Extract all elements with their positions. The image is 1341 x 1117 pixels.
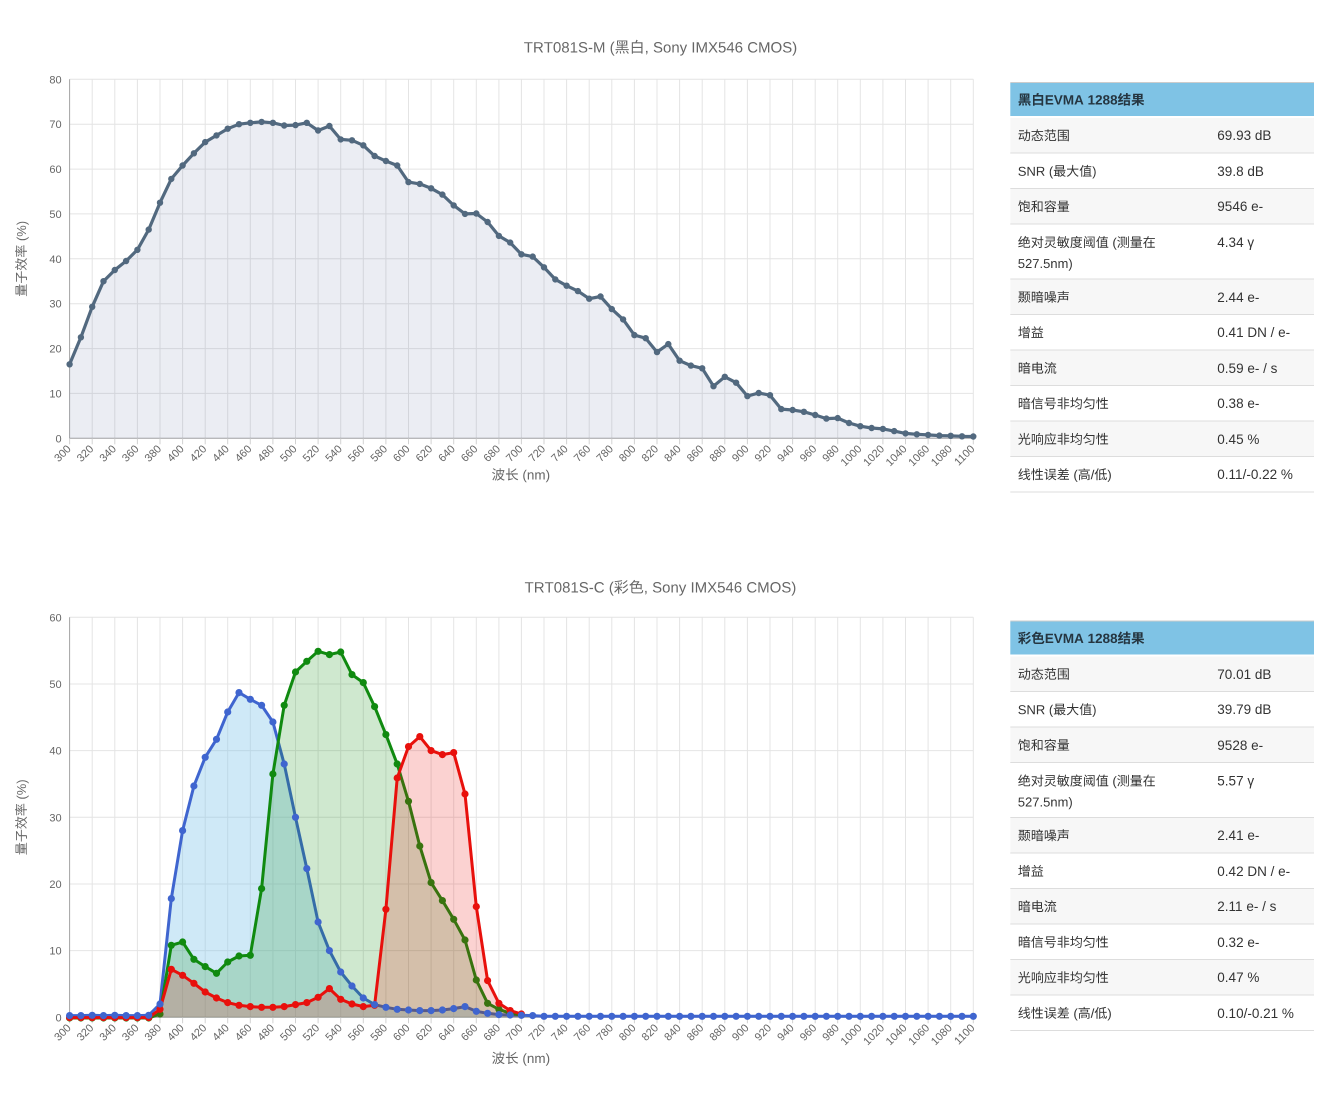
svg-text:50: 50 [49,679,61,691]
svg-text:9546 e-: 9546 e- [1217,199,1263,214]
svg-text:70: 70 [49,119,61,131]
svg-text:2.41 e-: 2.41 e- [1217,828,1259,843]
svg-text:0.11/-0.22 %: 0.11/-0.22 % [1217,467,1293,482]
svg-text:2.11 e- / s: 2.11 e- / s [1217,899,1276,914]
svg-text:30: 30 [49,299,61,311]
svg-text:69.93 dB: 69.93 dB [1217,128,1271,143]
svg-text:0: 0 [55,433,61,445]
svg-text:0.59 e- / s: 0.59 e- / s [1217,361,1277,376]
svg-text:10: 10 [49,388,61,400]
svg-text:40: 40 [49,746,61,758]
svg-text:30: 30 [49,812,61,824]
svg-text:20: 20 [49,879,61,891]
svg-text:9528 e-: 9528 e- [1217,738,1263,753]
svg-text:5.57 γ: 5.57 γ [1217,774,1254,789]
svg-text:4.34 γ: 4.34 γ [1217,235,1254,250]
svg-text:39.8 dB: 39.8 dB [1217,164,1264,179]
svg-text:40: 40 [49,254,61,266]
svg-text:20: 20 [49,344,61,356]
svg-text:70.01 dB: 70.01 dB [1217,667,1271,682]
svg-text:2.44 e-: 2.44 e- [1217,290,1259,305]
svg-text:10: 10 [49,946,61,958]
svg-text:0.41 DN / e-: 0.41 DN / e- [1217,325,1290,340]
svg-text:39.79 dB: 39.79 dB [1217,702,1271,717]
svg-text:50: 50 [49,209,61,221]
svg-text:0.38 e-: 0.38 e- [1217,396,1259,411]
svg-text:80: 80 [49,74,61,86]
svg-text:0.47 %: 0.47 % [1217,970,1259,985]
svg-text:60: 60 [49,164,61,176]
svg-text:0.45 %: 0.45 % [1217,432,1259,447]
svg-text:0.32 e-: 0.32 e- [1217,935,1259,950]
svg-text:0.42 DN / e-: 0.42 DN / e- [1217,864,1290,879]
svg-text:0.10/-0.21 %: 0.10/-0.21 % [1217,1006,1294,1021]
svg-text:60: 60 [49,612,61,624]
svg-text:0: 0 [55,1012,61,1024]
